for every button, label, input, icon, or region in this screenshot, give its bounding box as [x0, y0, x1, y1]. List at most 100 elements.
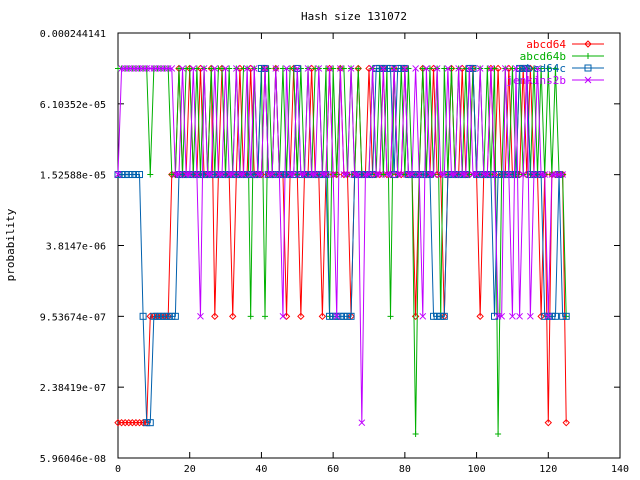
series-jenkins2b: [114, 65, 566, 427]
data-point: [498, 312, 506, 320]
data-point: [218, 171, 226, 178]
data-point: [527, 312, 534, 320]
data-point: [509, 312, 516, 320]
data-point: [462, 171, 470, 178]
data-point: [387, 171, 394, 178]
data-point: [315, 65, 323, 72]
data-point: [175, 171, 183, 178]
data-point: [401, 171, 408, 178]
data-point: [437, 312, 445, 320]
data-point: [258, 171, 265, 178]
data-point: [495, 430, 502, 437]
data-point: [294, 171, 301, 178]
data-point: [222, 65, 229, 72]
data-point: [132, 171, 140, 179]
legend-item-jenkins2b: jenkins2b: [506, 74, 604, 87]
data-point: [147, 171, 154, 178]
data-point: [340, 65, 347, 72]
data-point: [311, 171, 319, 178]
x-tick-label: 100: [468, 464, 486, 475]
data-point: [412, 65, 419, 72]
data-point: [491, 65, 498, 72]
data-point: [401, 65, 409, 72]
data-point: [293, 65, 301, 72]
data-point: [455, 65, 462, 72]
data-point: [451, 171, 459, 178]
data-point: [197, 312, 204, 320]
legend-label: abcd64: [526, 38, 566, 51]
data-point: [559, 312, 567, 320]
data-point: [226, 65, 233, 72]
data-point: [408, 171, 416, 178]
data-point: [376, 171, 384, 178]
data-point: [175, 65, 182, 72]
data-point: [369, 65, 376, 72]
data-point: [326, 312, 334, 320]
data-point: [136, 171, 144, 179]
data-point: [501, 65, 509, 72]
data-point: [523, 65, 531, 72]
data-point: [186, 171, 194, 178]
x-tick-label: 80: [399, 464, 411, 475]
data-point: [322, 171, 330, 178]
data-point: [379, 65, 387, 72]
data-point: [207, 171, 215, 178]
data-point: [343, 312, 351, 320]
data-point: [552, 65, 559, 72]
data-point: [444, 65, 452, 72]
data-point: [125, 171, 133, 179]
data-point: [519, 171, 527, 178]
legend-item-abcd64c: abcd64c: [520, 62, 604, 75]
data-point: [498, 171, 506, 179]
data-point: [585, 53, 591, 59]
data-point: [462, 65, 469, 72]
data-point: [584, 40, 592, 48]
data-point: [534, 65, 541, 72]
data-point: [297, 65, 304, 72]
data-point: [412, 430, 419, 437]
y-tick-label: 0.000244141: [40, 29, 106, 40]
data-point: [433, 312, 441, 320]
data-point: [262, 313, 269, 320]
data-point: [516, 312, 523, 320]
data-point: [157, 312, 165, 320]
data-point: [268, 171, 276, 178]
data-point: [301, 171, 308, 178]
y-tick-label: 6.10352e-05: [40, 100, 106, 111]
chart-title: Hash size 131072: [301, 10, 407, 23]
data-point: [358, 419, 366, 427]
y-tick-label: 3.8147e-06: [46, 241, 106, 252]
data-point: [179, 65, 186, 72]
data-point: [494, 64, 502, 73]
data-point: [304, 65, 312, 72]
data-point: [544, 312, 552, 320]
data-point: [232, 65, 240, 72]
data-point: [330, 65, 337, 72]
x-tick-label: 60: [327, 464, 339, 475]
data-point: [279, 65, 286, 72]
data-point: [387, 313, 394, 320]
data-point: [186, 65, 193, 72]
data-point: [272, 65, 280, 72]
data-point: [146, 419, 154, 427]
data-point: [483, 171, 491, 178]
data-point: [318, 312, 327, 321]
data-point: [164, 312, 172, 320]
data-point: [153, 312, 161, 320]
data-point: [211, 312, 219, 321]
data-point: [193, 171, 201, 178]
data-point: [261, 65, 269, 72]
data-point: [229, 312, 237, 321]
data-point: [562, 418, 570, 427]
data-point: [290, 171, 298, 178]
data-point: [415, 171, 423, 178]
data-point: [530, 65, 537, 72]
data-point: [247, 313, 254, 320]
data-point: [551, 312, 559, 320]
data-point: [218, 65, 225, 72]
data-point: [433, 65, 441, 72]
data-point: [544, 418, 552, 427]
data-point: [168, 312, 176, 320]
